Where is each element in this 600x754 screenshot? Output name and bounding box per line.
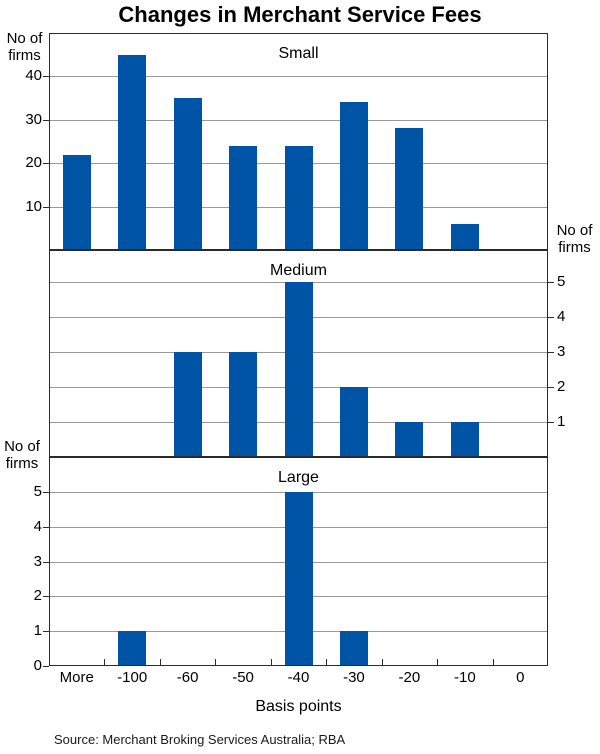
y-axis-tick xyxy=(548,316,554,318)
y-axis-tick xyxy=(43,491,49,493)
x-axis-tick xyxy=(437,659,439,665)
bar-medium--40 xyxy=(284,281,313,457)
y-tick-label: 4 xyxy=(33,517,42,535)
bar-large--100 xyxy=(118,631,147,666)
x-axis-tick xyxy=(381,659,383,665)
panel-label-small: Small xyxy=(278,45,319,62)
y-tick-label: 2 xyxy=(33,587,42,605)
x-tick-label: -60 xyxy=(176,669,199,686)
gridline xyxy=(49,119,548,121)
y-axis-tick xyxy=(43,561,49,563)
bar-large--30 xyxy=(339,631,368,666)
y-axis-tick xyxy=(43,163,49,165)
y-tick-label: 5 xyxy=(33,482,42,500)
bar-medium--10 xyxy=(450,421,479,457)
bar-medium--50 xyxy=(229,351,258,457)
bar-medium--60 xyxy=(173,351,202,457)
plot-frame xyxy=(49,33,548,666)
bar-medium--20 xyxy=(395,421,424,457)
y-axis-tick xyxy=(43,631,49,633)
x-axis-tick xyxy=(215,659,217,665)
chart-title: Changes in Merchant Service Fees xyxy=(118,2,482,27)
panel-separator xyxy=(49,456,548,458)
x-tick-label: -30 xyxy=(343,669,365,686)
x-tick-label: -50 xyxy=(232,669,254,686)
y-axis-caption-line: No of xyxy=(4,438,40,455)
y-tick-label: 40 xyxy=(25,67,42,85)
x-tick-label: -10 xyxy=(453,669,476,686)
y-axis-tick xyxy=(43,526,49,528)
y-axis-caption-line: firms xyxy=(558,239,591,256)
x-tick-label: More xyxy=(59,669,94,686)
x-axis-tick xyxy=(326,659,328,665)
y-axis-tick xyxy=(43,206,49,208)
x-axis-tick xyxy=(159,659,161,665)
bar-small--50 xyxy=(229,145,258,250)
y-axis-caption-small: No of firms xyxy=(1,30,48,64)
x-tick-label: -100 xyxy=(117,669,148,686)
y-axis-caption-line: No of xyxy=(6,30,43,47)
y-tick-label: 2 xyxy=(557,377,566,395)
y-axis-tick xyxy=(548,281,554,283)
y-axis-tick xyxy=(548,421,554,423)
y-tick-label: 30 xyxy=(25,110,42,128)
y-tick-label: 3 xyxy=(33,552,42,570)
y-axis-caption-line: firms xyxy=(8,47,41,64)
gridline xyxy=(49,76,548,78)
y-axis-caption-medium: No of firms xyxy=(551,222,598,256)
panel-label-large: Large xyxy=(278,469,319,486)
y-tick-label: 1 xyxy=(33,622,42,640)
y-axis-tick xyxy=(548,351,554,353)
x-tick-label: -40 xyxy=(287,669,310,686)
y-tick-label: 1 xyxy=(557,412,566,430)
y-tick-label: 3 xyxy=(557,342,566,360)
x-axis-tick xyxy=(104,659,106,665)
y-tick-label: 5 xyxy=(557,272,566,290)
bar-small--30 xyxy=(339,102,368,250)
y-axis-tick xyxy=(43,666,49,667)
x-axis-tick xyxy=(492,659,494,665)
source-note: Source: Merchant Broking Services Austra… xyxy=(54,732,346,747)
bar-small-More xyxy=(62,154,91,250)
x-tick-label: 0 xyxy=(516,669,525,686)
y-tick-label: 20 xyxy=(25,154,42,172)
panel-label-medium: Medium xyxy=(270,262,327,279)
y-axis-caption-large: No of firms xyxy=(0,438,44,472)
bar-small--60 xyxy=(173,98,202,250)
y-axis-caption-line: firms xyxy=(5,455,39,472)
bar-small--10 xyxy=(450,223,479,250)
bar-small--40 xyxy=(284,145,313,250)
bar-large--40 xyxy=(284,491,313,666)
panel-separator xyxy=(49,249,548,251)
y-tick-label: 0 xyxy=(33,657,42,674)
y-axis-tick xyxy=(548,386,554,388)
y-axis-tick xyxy=(43,76,49,78)
y-tick-label: 10 xyxy=(25,197,42,215)
y-axis-caption-line: No of xyxy=(556,222,593,239)
x-axis-label: Basis points xyxy=(255,698,342,715)
x-axis-tick xyxy=(270,659,272,665)
y-axis-tick xyxy=(43,119,49,121)
x-tick-label: -20 xyxy=(398,669,421,686)
bar-small--100 xyxy=(118,54,147,250)
y-tick-label: 4 xyxy=(557,307,566,325)
bar-medium--30 xyxy=(339,386,368,457)
bar-small--20 xyxy=(395,128,424,250)
y-axis-tick xyxy=(43,596,49,598)
